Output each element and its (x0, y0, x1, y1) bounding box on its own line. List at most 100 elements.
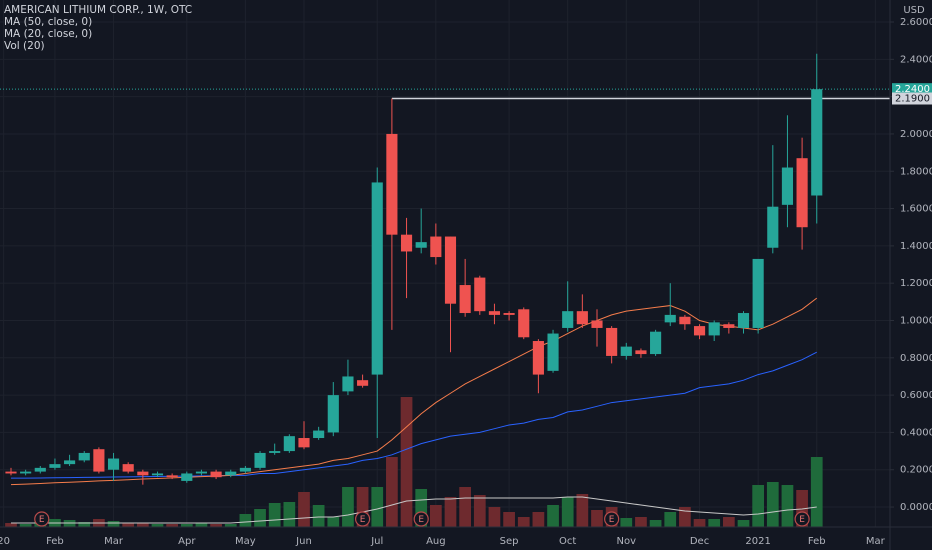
volume-ma-line (10, 496, 817, 524)
x-tick-label: Mar (866, 536, 886, 547)
candle-body (166, 475, 178, 478)
volume-bar (224, 524, 237, 527)
volume-bar (488, 507, 501, 527)
axes: 0.0000 0.2000 0.4000 0.6000 0.8000 1.0000 1.20… (0, 17, 932, 547)
last-price-label: 2.2400 (895, 84, 930, 95)
volume-bar (180, 524, 193, 527)
x-tick-label: Jul (370, 536, 383, 547)
hline-price-label: 2.1900 (895, 93, 930, 104)
event-marker (604, 511, 620, 527)
candle-body (400, 234, 413, 252)
y-tick-label: 1.6000 (900, 204, 932, 215)
volume-bar (693, 519, 706, 527)
x-tick-label: Feb (808, 536, 826, 547)
volume-bar (107, 521, 120, 527)
event-marker (354, 511, 371, 527)
candle-body (327, 395, 339, 433)
x-tick-label: Nov (617, 536, 637, 547)
y-tick-label: 0.2000 (900, 465, 932, 476)
candle-body (195, 471, 208, 474)
candle-body (386, 133, 398, 235)
candle-body (474, 277, 486, 312)
volume-bar (473, 495, 486, 527)
candle-body (210, 471, 222, 478)
volume-bar (312, 505, 325, 527)
candle-body (357, 380, 369, 386)
candle-body (151, 473, 164, 476)
volume-bar (591, 510, 603, 527)
event-marker (413, 511, 429, 527)
candle-body (708, 322, 720, 336)
candle-body (811, 89, 823, 196)
candle-body (620, 346, 632, 356)
volume-bar (342, 487, 354, 527)
candle-body (693, 326, 706, 336)
legend-ma50: MA (50, close, 0) (4, 16, 92, 28)
candle-body (767, 206, 779, 248)
volume-bar (166, 524, 178, 527)
volume-bar (210, 524, 222, 527)
candle-body (562, 311, 574, 328)
volume-bar (371, 487, 384, 527)
candle-body (298, 438, 310, 448)
candle-body (415, 242, 427, 248)
volume-bar (327, 517, 340, 527)
candle-body (576, 311, 588, 325)
candle-body (269, 451, 281, 453)
event-label: E (39, 515, 45, 525)
x-tick-label: Feb (46, 536, 64, 547)
volume-bar (19, 524, 32, 527)
volume-bar (283, 502, 296, 527)
candle-body (664, 314, 676, 323)
currency: USD (903, 5, 925, 16)
volume-bar (649, 520, 662, 527)
candle-body (532, 341, 544, 375)
candle-body (796, 158, 808, 228)
y-tick-label: 1.2000 (900, 278, 932, 289)
volume-bar (400, 397, 413, 527)
candle-body (181, 473, 193, 481)
volume-bar (254, 509, 266, 527)
candle-body (635, 350, 647, 355)
candle-body (283, 436, 295, 452)
event-label: E (609, 515, 615, 525)
event-marker (34, 511, 50, 527)
y-tick-label: 1.4000 (900, 241, 932, 252)
volume-pane (5, 397, 823, 527)
volume-bar (620, 518, 633, 527)
candle-body (239, 467, 251, 472)
volume-bar (532, 512, 545, 527)
candle-body (781, 167, 794, 205)
legend-volume: Vol (20) (4, 40, 45, 52)
x-tick-label: 20 (0, 536, 10, 547)
ma-line (10, 297, 818, 486)
candle-body (313, 430, 325, 439)
candle-body (371, 182, 383, 375)
candle-body (650, 331, 662, 355)
candle-body (430, 236, 442, 258)
candle-body (723, 324, 735, 328)
candle-body (752, 258, 764, 328)
candle-body (225, 471, 237, 476)
y-tick-label: 0.0000 (900, 502, 932, 513)
candle-body (503, 313, 515, 315)
candle-body (5, 471, 17, 474)
candle-body (93, 449, 105, 472)
x-tick-label: Sep (500, 536, 519, 547)
volume-bar (635, 517, 647, 527)
candle-body (342, 376, 354, 392)
volume-bar (576, 494, 589, 527)
candle-body (679, 316, 691, 325)
volume-bar (503, 512, 515, 527)
candle-body (122, 464, 134, 472)
candle-body (737, 313, 750, 328)
x-tick-label: Mar (104, 536, 124, 547)
volume-bar (195, 523, 208, 527)
y-tick-label: 2.6000 (900, 17, 932, 28)
candle-body (49, 464, 61, 468)
legend-ma20: MA (20, close, 0) (4, 28, 92, 40)
volume-bar (239, 514, 252, 527)
